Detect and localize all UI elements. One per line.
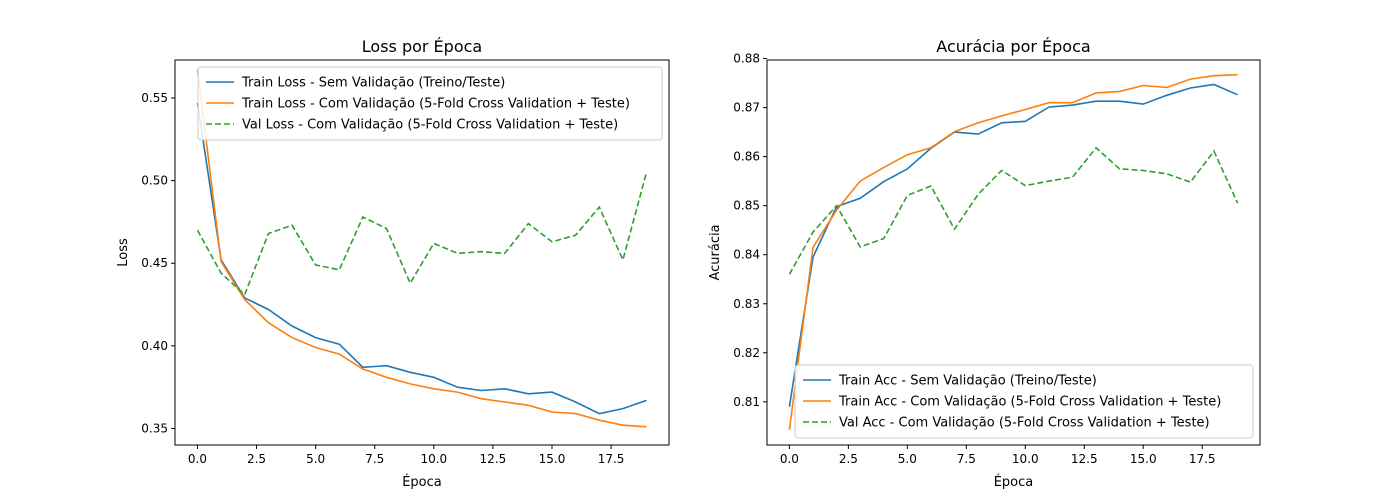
y-tick-label: 0.81	[733, 395, 760, 409]
x-tick-label: 5.0	[898, 452, 917, 466]
y-tick-label: 0.86	[733, 150, 760, 164]
x-tick-label: 10.0	[420, 452, 447, 466]
chart-1: Loss por Época 0.0 2.5 5.0 7.5 10.0 12.5 15.0 17…	[116, 37, 670, 490]
legend-box	[197, 66, 663, 141]
x-tick-label: 5.0	[306, 452, 325, 466]
series-line-2	[788, 73, 1238, 430]
x-tick-label: 10.0	[1012, 452, 1039, 466]
x-tick-label: 2.5	[839, 452, 858, 466]
y-tick-label: 0.84	[733, 248, 760, 262]
y-axis-label: Loss	[116, 238, 131, 267]
series-line-3	[196, 172, 648, 296]
y-tick-label: 0.55	[141, 91, 168, 105]
y-tick-label: 0.88	[733, 52, 760, 66]
axes-frame	[174, 59, 670, 446]
x-tick-label: 15.0	[539, 452, 566, 466]
x-tick-label: 17.5	[1189, 452, 1216, 466]
series-lines	[196, 69, 648, 428]
y-tick-label: 0.85	[733, 199, 760, 213]
y-tick-label: 0.45	[141, 256, 168, 270]
legend-label: Train Acc - Com Validação (5-Fold Cross …	[838, 395, 1221, 410]
series-line-1	[196, 102, 647, 415]
legend-label: Train Loss - Com Validação (5-Fold Cross…	[241, 97, 630, 112]
y-tick-label: 0.50	[141, 174, 168, 188]
legend-label: Train Loss - Sem Validação (Treino/Teste…	[241, 76, 505, 91]
legend: Train Acc - Sem Validação (Treino/Teste)…	[794, 364, 1254, 439]
x-tick-label: 0.0	[188, 452, 207, 466]
chart-title: Loss por Época	[362, 37, 482, 56]
series-lines	[788, 73, 1239, 430]
x-tick-label: 12.5	[480, 452, 507, 466]
y-tick-label: 0.83	[733, 297, 760, 311]
series-line-2	[196, 69, 647, 428]
legend: Train Loss - Sem Validação (Treino/Teste…	[197, 66, 663, 141]
legend-box	[794, 364, 1254, 439]
y-axis-label: Acurácia	[708, 224, 723, 280]
x-tick-label: 15.0	[1130, 452, 1157, 466]
legend-label: Val Acc - Com Validação (5-Fold Cross Va…	[839, 416, 1210, 431]
x-tick-label: 0.0	[780, 452, 799, 466]
x-tick-label: 7.5	[365, 452, 384, 466]
legend-label: Train Acc - Sem Validação (Treino/Teste)	[838, 374, 1097, 389]
y-tick-label: 0.82	[733, 346, 760, 360]
x-tick-label: 7.5	[957, 452, 976, 466]
x-axis-label: Época	[402, 474, 442, 490]
series-line-3	[788, 146, 1239, 275]
axes-frame	[766, 59, 1261, 446]
series-line-1	[788, 83, 1238, 407]
chart-2: Acurácia por Época 0.0 2.5 5.0 7.5 10.0 12.5 15…	[708, 37, 1261, 490]
y-tick-label: 0.87	[733, 101, 760, 115]
x-tick-label: 17.5	[598, 452, 625, 466]
x-tick-label: 2.5	[247, 452, 266, 466]
legend-label: Val Loss - Com Validação (5-Fold Cross V…	[242, 118, 618, 133]
y-tick-label: 0.40	[141, 339, 168, 353]
x-axis-label: Época	[994, 474, 1034, 490]
chart-title: Acurácia por Época	[936, 37, 1090, 56]
y-tick-label: 0.35	[141, 421, 168, 435]
x-tick-label: 12.5	[1071, 452, 1098, 466]
